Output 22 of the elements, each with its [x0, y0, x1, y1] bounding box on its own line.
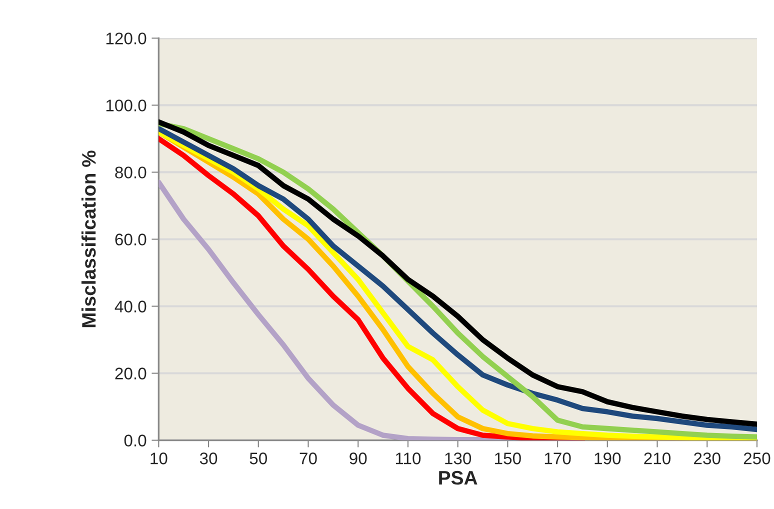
x-tick-label: 150 [495, 452, 521, 464]
x-tick-label: 10 [150, 452, 168, 464]
x-tick-label: 190 [594, 452, 621, 464]
x-tick-label: 70 [300, 452, 317, 464]
y-tick-label: 100.0 [106, 100, 146, 112]
y-axis-title: Misclassification % [81, 150, 96, 328]
x-tick-label: 230 [694, 452, 720, 464]
x-tick-label: 50 [250, 452, 268, 464]
x-tick-label: 90 [350, 452, 367, 464]
x-axis-title: PSA [439, 470, 478, 485]
y-tick-label: 40.0 [114, 300, 146, 312]
y-tick-label: 80.0 [115, 166, 146, 178]
y-tick-label: 120.0 [106, 32, 146, 44]
x-tick-label: 130 [445, 452, 472, 464]
y-tick-label: 0.0 [124, 434, 146, 446]
x-tick-label: 110 [396, 452, 421, 464]
y-tick-label: 60.0 [115, 234, 146, 246]
x-tick-label: 170 [544, 452, 571, 464]
x-tick-label: 30 [200, 452, 218, 464]
y-tick-label: 20.0 [115, 368, 146, 380]
x-tick-label: 250 [744, 452, 770, 464]
x-tick-label: 210 [644, 452, 671, 464]
